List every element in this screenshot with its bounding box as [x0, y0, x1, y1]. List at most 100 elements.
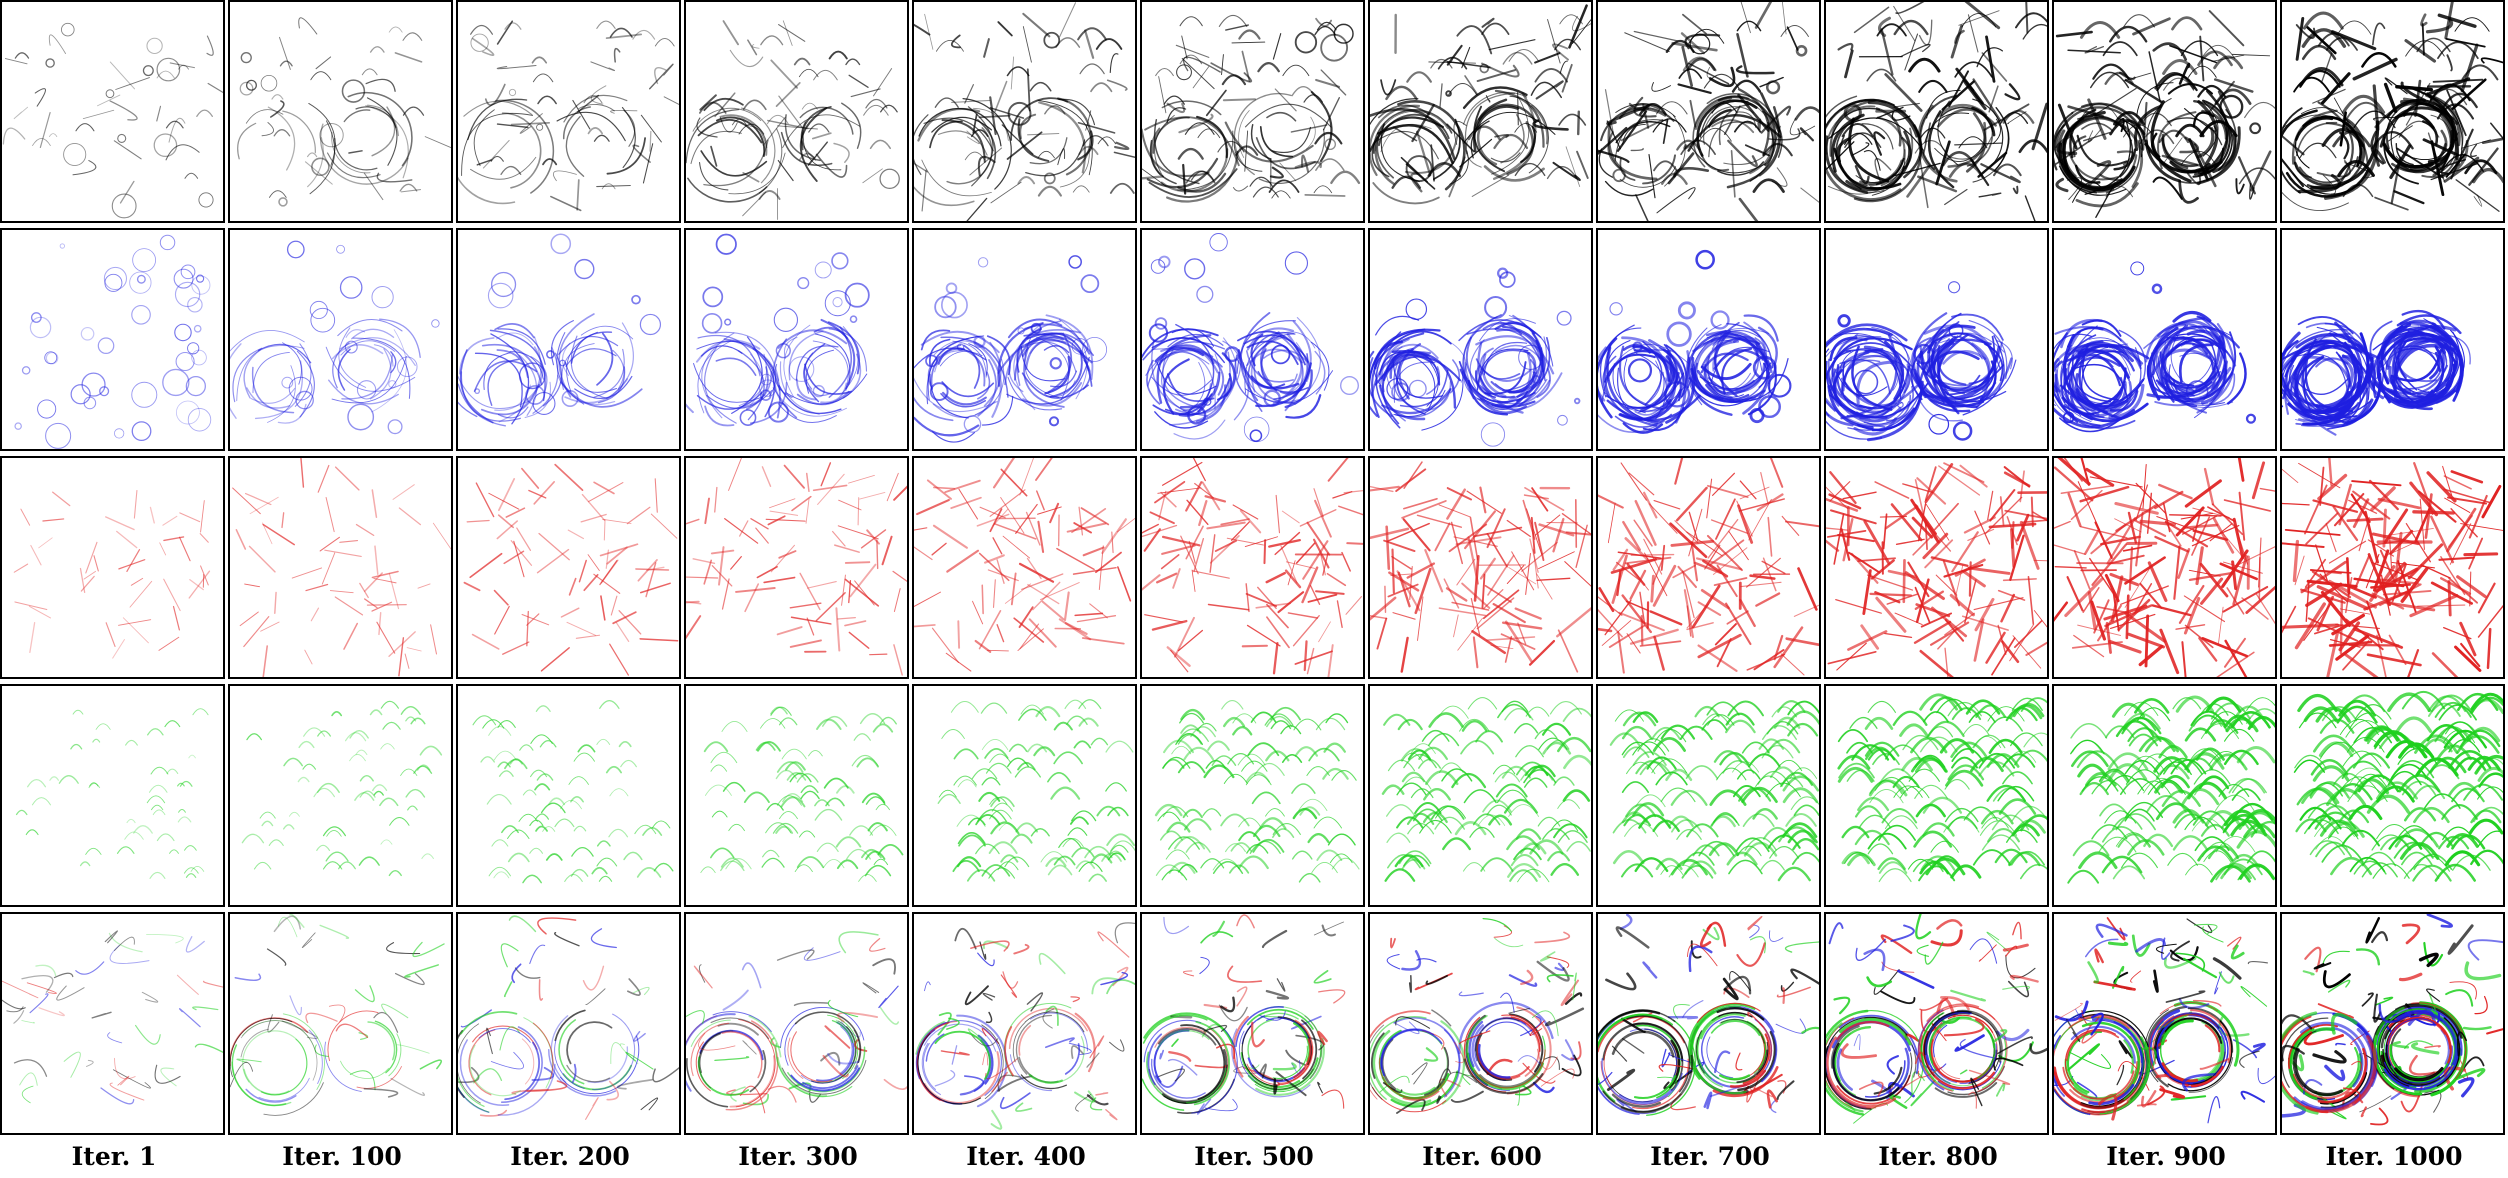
sketch-stroke — [979, 506, 1006, 519]
sketch-stroke — [872, 958, 896, 975]
sketch-stroke — [1863, 519, 1891, 565]
sketch-stroke — [1632, 711, 1659, 723]
sketch-stroke — [571, 847, 594, 857]
sketch-stroke — [1890, 362, 1899, 391]
sketch-canvas — [2054, 261, 2257, 433]
sketch-stroke — [2314, 624, 2344, 635]
sketch-stroke — [369, 709, 383, 716]
sketch-stroke — [2282, 348, 2312, 395]
sketch-stroke — [373, 1011, 399, 1033]
sketch-stroke — [986, 335, 1011, 376]
sketch-stroke — [1293, 718, 1322, 731]
sketch-stroke — [1142, 128, 1210, 177]
sketch-canvas — [1598, 249, 1792, 434]
sketch-stroke — [877, 843, 904, 856]
sketch-stroke — [2342, 183, 2374, 198]
sketch-stroke — [1619, 1088, 1673, 1104]
sketch-stroke — [235, 529, 247, 550]
sketch-stroke — [1997, 624, 2007, 655]
sketch-stroke — [1557, 629, 1579, 673]
sketch-stroke — [1917, 175, 1958, 193]
sketch-stroke — [873, 68, 893, 97]
sketch-stroke — [1035, 706, 1061, 718]
sketch-stroke — [2219, 562, 2258, 581]
sketch-stroke — [1049, 349, 1083, 398]
sketch-stroke — [1534, 68, 1569, 83]
sketch-stroke — [1856, 360, 1896, 405]
sketch-stroke — [1826, 420, 1883, 440]
sketch-stroke — [762, 116, 786, 146]
sketch-stroke — [777, 159, 794, 182]
sketch-stroke — [2009, 534, 2025, 581]
sketch-stroke — [1371, 351, 1432, 397]
sketch-stroke — [1246, 1008, 1314, 1030]
sketch-stroke — [470, 33, 489, 52]
sketch-stroke — [244, 583, 261, 588]
sketch-stroke — [1384, 868, 1416, 882]
sketch-stroke — [1941, 80, 1975, 111]
sketch-stroke — [1041, 600, 1065, 621]
sketch-stroke — [1665, 768, 1693, 782]
sketch-stroke — [498, 336, 542, 423]
sketch-stroke — [983, 554, 1005, 564]
sketch-stroke — [1301, 1019, 1318, 1080]
sketch-stroke — [1640, 614, 1644, 646]
sketch-stroke — [698, 1030, 734, 1089]
sketch-stroke — [1280, 725, 1302, 735]
sketch-stroke — [2407, 543, 2444, 580]
sketch-cell — [1140, 0, 1365, 223]
sketch-stroke — [1019, 623, 1040, 650]
sketch-stroke — [1449, 359, 1461, 394]
sketch-stroke — [824, 1025, 851, 1049]
sketch-stroke — [808, 123, 830, 133]
sketch-stroke — [1529, 1020, 1545, 1036]
sketch-stroke — [2341, 94, 2386, 114]
sketch-stroke — [2213, 55, 2244, 70]
sketch-stroke — [2200, 90, 2229, 176]
sketch-stroke — [1695, 249, 1715, 270]
sketch-stroke — [1575, 524, 1588, 568]
sketch-stroke — [1999, 496, 2005, 527]
sketch-stroke — [2338, 699, 2377, 717]
sketch-stroke — [2080, 458, 2090, 486]
sketch-stroke — [1045, 857, 1067, 867]
sketch-stroke — [1884, 815, 1918, 830]
sketch-canvas — [458, 20, 679, 212]
sketch-cell — [1368, 0, 1593, 223]
sketch-stroke — [1163, 916, 1190, 935]
sketch-stroke — [710, 145, 718, 167]
sketch-stroke — [496, 349, 529, 379]
sketch-stroke — [2245, 585, 2275, 614]
sketch-stroke — [1177, 147, 1204, 160]
sketch-stroke — [1968, 1091, 1977, 1109]
sketch-stroke — [1257, 370, 1309, 393]
sketch-stroke — [1391, 555, 1412, 570]
sketch-stroke — [696, 117, 718, 138]
sketch-stroke — [1878, 868, 1912, 883]
sketch-stroke — [2127, 511, 2138, 544]
sketch-stroke — [1479, 486, 1487, 514]
sketch-stroke — [1930, 840, 1959, 853]
sketch-stroke — [480, 383, 540, 416]
sketch-stroke — [1100, 971, 1128, 986]
sketch-stroke — [2201, 841, 2239, 858]
sketch-stroke — [475, 482, 495, 518]
sketch-stroke — [1469, 826, 1495, 838]
sketch-stroke — [493, 871, 510, 879]
sketch-stroke — [2397, 345, 2441, 373]
sketch-stroke — [2407, 649, 2420, 677]
sketch-stroke — [2357, 343, 2373, 384]
sketch-stroke — [354, 985, 375, 1003]
sketch-stroke — [1991, 637, 2016, 676]
sketch-stroke — [2405, 40, 2445, 57]
sketch-stroke — [2294, 754, 2327, 769]
sketch-stroke — [1735, 837, 1770, 853]
sketch-stroke — [1537, 1048, 1558, 1070]
sketch-stroke — [1958, 10, 2000, 26]
sketch-stroke — [2231, 53, 2271, 57]
sketch-stroke — [1773, 634, 1784, 661]
sketch-stroke — [1481, 573, 1486, 609]
sketch-stroke — [30, 544, 42, 566]
sketch-stroke — [1785, 813, 1817, 827]
sketch-stroke — [1748, 498, 1772, 541]
